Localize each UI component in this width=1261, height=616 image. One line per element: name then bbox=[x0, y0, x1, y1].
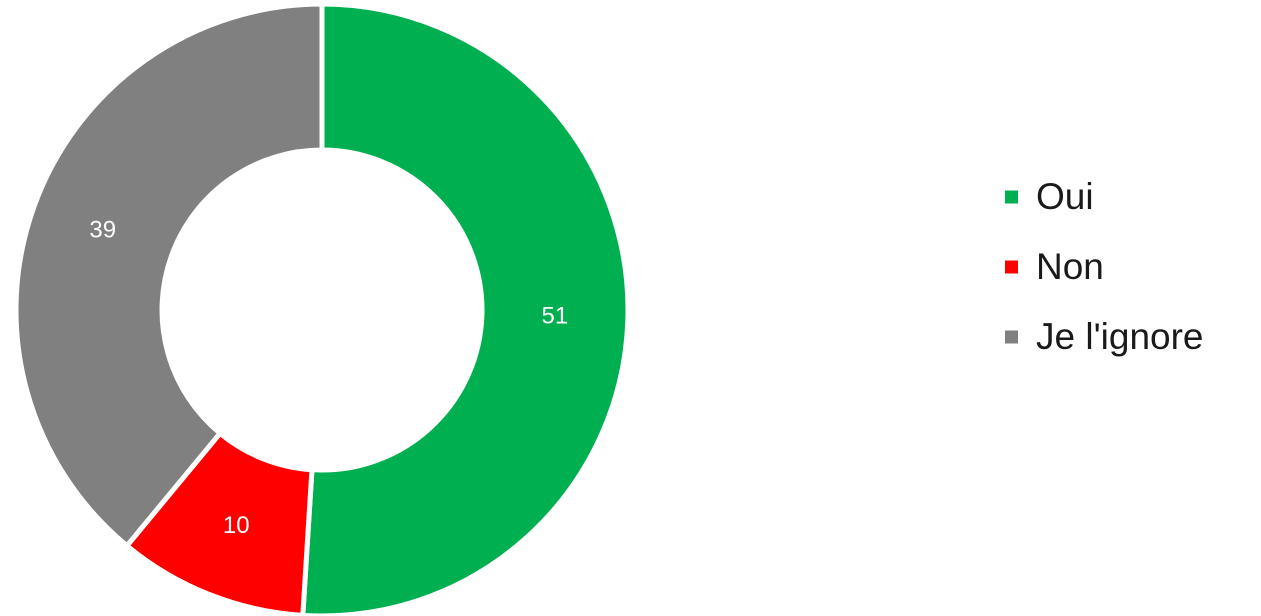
legend-swatch-oui bbox=[1005, 190, 1018, 204]
slice-oui bbox=[300, 1, 631, 616]
legend-swatch-je-l-ignore bbox=[1005, 330, 1018, 344]
legend-entry-non: Non bbox=[1005, 246, 1104, 287]
legend-entry-je-l-ignore: Je l'ignore bbox=[1005, 316, 1204, 357]
slice-label-oui: 51 bbox=[542, 303, 569, 330]
slice-label-non: 10 bbox=[223, 512, 250, 539]
legend-label-oui: Oui bbox=[1036, 176, 1094, 217]
slice-je-l-ignore bbox=[13, 1, 325, 550]
slice-label-je-l-ignore: 39 bbox=[89, 216, 116, 243]
donut-slices bbox=[13, 1, 631, 616]
legend-label-je-l-ignore: Je l'ignore bbox=[1036, 316, 1204, 357]
slice-labels: 51 10 39 bbox=[89, 216, 568, 539]
legend-label-non: Non bbox=[1036, 246, 1104, 287]
legend: Oui Non Je l'ignore bbox=[1005, 176, 1204, 357]
legend-swatch-non bbox=[1005, 260, 1018, 274]
legend-entry-oui: Oui bbox=[1005, 176, 1094, 217]
